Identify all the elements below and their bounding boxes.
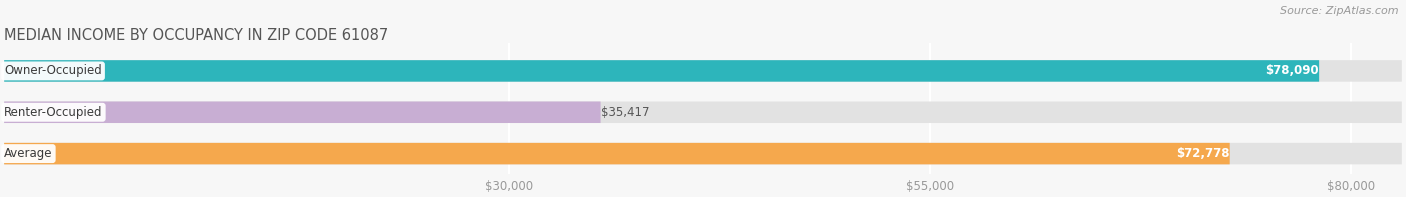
- Text: Source: ZipAtlas.com: Source: ZipAtlas.com: [1281, 6, 1399, 16]
- Text: MEDIAN INCOME BY OCCUPANCY IN ZIP CODE 61087: MEDIAN INCOME BY OCCUPANCY IN ZIP CODE 6…: [4, 28, 388, 43]
- FancyBboxPatch shape: [4, 60, 1402, 82]
- Text: $35,417: $35,417: [600, 106, 650, 119]
- FancyBboxPatch shape: [4, 143, 1230, 164]
- FancyBboxPatch shape: [4, 143, 1402, 164]
- Text: Owner-Occupied: Owner-Occupied: [4, 64, 101, 77]
- FancyBboxPatch shape: [4, 101, 1402, 123]
- FancyBboxPatch shape: [4, 60, 1319, 82]
- Text: $72,778: $72,778: [1177, 147, 1230, 160]
- Text: $78,090: $78,090: [1265, 64, 1319, 77]
- FancyBboxPatch shape: [4, 101, 600, 123]
- Text: Average: Average: [4, 147, 52, 160]
- Text: Renter-Occupied: Renter-Occupied: [4, 106, 103, 119]
